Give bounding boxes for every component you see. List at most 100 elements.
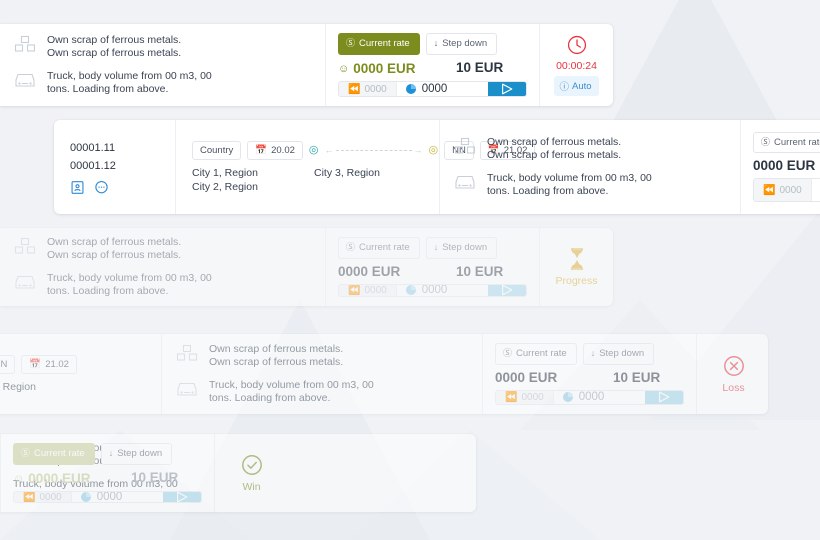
truck-front-icon-loss: [176, 379, 198, 398]
truck-line-1-order: Truck, body volume from 00 m3, 00: [487, 171, 652, 184]
step-down-value-loss: 10 EUR: [613, 369, 661, 385]
destination-date-pill-loss[interactable]: 📅 21.02: [21, 354, 77, 374]
step-down-tab-label-win: Step down: [117, 448, 163, 459]
destination-date-value-loss: 21.02: [45, 358, 69, 370]
bid-amount-field-progress[interactable]: 0000: [396, 284, 488, 296]
boxes-icon-loss: [176, 343, 198, 362]
origin-city-1: City 1, Region: [192, 166, 258, 179]
lot-description: Own scrap of ferrous metals. Own scrap o…: [0, 24, 325, 106]
step-down-tab-label-progress: Step down: [442, 242, 488, 253]
truck-text: Truck, body volume from 00 m3, 00 tons. …: [47, 70, 212, 97]
step-back-button-loss[interactable]: ⏪ 0000: [496, 390, 554, 404]
step-back-button[interactable]: ⏪ 0000: [339, 82, 397, 96]
document-user-icon[interactable]: [70, 180, 85, 195]
rate-tabs[interactable]: Ⓢ Current rate ↓ Step down: [338, 33, 527, 55]
step-down-tab-progress[interactable]: ↓ Step down: [425, 237, 498, 259]
rate-tabs-progress[interactable]: Ⓢ Current rate ↓ Step down: [338, 237, 527, 259]
submit-bid-button[interactable]: [488, 82, 526, 96]
arrow-down-icon-progress: ↓: [433, 242, 439, 253]
auto-badge[interactable]: ⓘ Auto: [554, 76, 599, 96]
destination-date-pill[interactable]: 📅 21.02: [479, 140, 536, 160]
route-details-loss: ◎ NN 📅 21.02 City 3, Region: [0, 334, 162, 414]
rate-values-loss: 0000 EUR 10 EUR: [495, 370, 684, 385]
submit-bid-button-win[interactable]: [163, 492, 201, 502]
bid-amount-field[interactable]: 0000: [396, 82, 488, 96]
bidding-panel[interactable]: Ⓢ Current rate ↓ Step down ☺ 0000 EUR 10…: [325, 24, 539, 106]
cargo-line-1: Own scrap of ferrous metals.: [47, 33, 182, 46]
bid-input-group-progress[interactable]: ⏪ 0000 0000: [338, 283, 527, 297]
arrow-down-icon: ↓: [433, 38, 439, 49]
bid-amount-field-order[interactable]: 0000: [811, 179, 820, 202]
bid-amount-field-loss[interactable]: 0000: [553, 390, 645, 404]
bid-input-group-loss[interactable]: ⏪ 0000 0000: [495, 389, 684, 405]
lot-description-order: Own scrap of ferrous metals. Own scrap o…: [440, 120, 740, 214]
chat-bubble-icon[interactable]: [94, 180, 109, 195]
countdown-timer: 00:00:24: [556, 60, 597, 72]
send-plane-icon-progress: [502, 284, 513, 296]
truck-line-1-loss: Truck, body volume from 00 m3, 00: [209, 378, 374, 391]
current-rate-tab-label: Current rate: [359, 38, 410, 49]
truck-description-row-order: Truck, body volume from 00 m3, 00 tons. …: [454, 172, 726, 199]
step-down-tab-win[interactable]: ↓ Step down: [100, 443, 173, 465]
current-rate-tab-win[interactable]: Ⓢ Current rate: [13, 443, 95, 465]
rate-tabs-loss[interactable]: Ⓢ Current rate ↓ Step down: [495, 343, 684, 365]
step-down-tab-loss[interactable]: ↓ Step down: [582, 343, 655, 365]
current-rate-tab-progress[interactable]: Ⓢ Current rate: [338, 237, 420, 259]
bidding-panel-loss[interactable]: Ⓢ Current rate ↓ Step down 0000 EUR 10 E…: [482, 334, 696, 414]
bid-input-group-order[interactable]: ⏪ 0000 0000: [753, 178, 820, 203]
bidding-panel-win[interactable]: Ⓢ Current rate ↓ Step down ☺ 0000 EUR 10…: [0, 434, 214, 512]
submit-bid-button-loss[interactable]: [645, 390, 683, 404]
current-rate-tab[interactable]: Ⓢ Current rate: [338, 33, 420, 55]
current-rate-tab-order[interactable]: Ⓢ Current rate: [753, 131, 820, 154]
boxes-icon-progress: [14, 236, 36, 255]
bid-amount-field-win[interactable]: 0000: [71, 491, 163, 503]
cargo-text: Own scrap of ferrous metals. Own scrap o…: [47, 34, 181, 61]
calendar-icon: 📅: [255, 144, 268, 156]
lot-card-loss[interactable]: ◎ NN 📅 21.02 City 3, Region: [0, 334, 768, 414]
bid-amount-value-win: 0000: [96, 491, 123, 503]
bid-input-group[interactable]: ⏪ 0000 0000: [338, 81, 527, 97]
step-back-button-progress[interactable]: ⏪ 0000: [339, 284, 397, 296]
step-back-button-order[interactable]: ⏪ 0000: [754, 179, 812, 202]
send-plane-icon-loss: [659, 391, 670, 403]
rate-values-win: ☺ 0000 EUR 10 EUR: [13, 470, 202, 487]
cargo-description-row-order: Own scrap of ferrous metals. Own scrap o…: [454, 136, 726, 163]
origin-date-pill[interactable]: 📅 20.02: [247, 140, 303, 160]
step-back-value-progress: 0000: [364, 284, 387, 296]
lot-card-auto[interactable]: Own scrap of ferrous metals. Own scrap o…: [0, 24, 613, 106]
bidding-panel-progress[interactable]: Ⓢ Current rate ↓ Step down 0000 EUR 10 E…: [325, 228, 539, 306]
destination-name-pill[interactable]: NN: [444, 140, 474, 160]
route-cities: City 1, Region City 2, Region City 3, Re…: [192, 166, 423, 194]
hourglass-icon: [566, 247, 588, 271]
route-chips: Country 📅 20.02 ◎ ← → ◎ NN 📅 21.02: [192, 140, 536, 160]
origin-country-pill[interactable]: Country: [192, 140, 242, 160]
rewind-icon-progress: ⏪: [348, 284, 361, 296]
lot-card-win[interactable]: Own scrap of ferrous metals. Own scrap o…: [0, 434, 476, 512]
bid-input-group-win[interactable]: ⏪ 0000 0000: [13, 491, 202, 503]
submit-bid-button-progress[interactable]: [488, 284, 526, 296]
current-rate-tab-loss[interactable]: Ⓢ Current rate: [495, 343, 577, 365]
bidding-panel-order[interactable]: Ⓢ Current rate ↓ Step down 0000 EUR 10 E…: [740, 120, 820, 214]
step-back-button-win[interactable]: ⏪ 0000: [14, 492, 72, 502]
truck-description-row-progress: Truck, body volume from 00 m3, 00 tons. …: [14, 272, 311, 299]
coin-icon: [405, 84, 416, 94]
step-down-value-win: 10 EUR: [131, 469, 179, 485]
rewind-icon: ⏪: [348, 83, 361, 95]
current-rate-tab-label-win: Current rate: [34, 448, 85, 459]
rate-tabs-win[interactable]: Ⓢ Current rate ↓ Step down: [13, 443, 202, 465]
rate-tabs-order[interactable]: Ⓢ Current rate ↓ Step down: [753, 131, 820, 154]
bid-amount-value-loss: 0000: [578, 391, 605, 404]
order-route-card[interactable]: 00001.11 00001.12: [54, 120, 820, 214]
origin-date-value: 20.02: [271, 144, 295, 156]
status-label-loss: Loss: [722, 382, 745, 394]
step-down-tab[interactable]: ↓ Step down: [425, 33, 498, 55]
destination-name-pill-loss[interactable]: NN: [0, 354, 16, 374]
lot-card-progress[interactable]: Own scrap of ferrous metals. Own scrap o…: [0, 228, 613, 306]
person-icon: ☺: [338, 62, 350, 75]
order-action-icons[interactable]: [70, 180, 159, 195]
destination-city: City 3, Region: [314, 166, 380, 179]
dollar-circle-icon-progress: Ⓢ: [346, 242, 356, 253]
cargo-line-1-order: Own scrap of ferrous metals.: [487, 135, 622, 148]
arrow-down-icon-loss: ↓: [590, 348, 596, 359]
